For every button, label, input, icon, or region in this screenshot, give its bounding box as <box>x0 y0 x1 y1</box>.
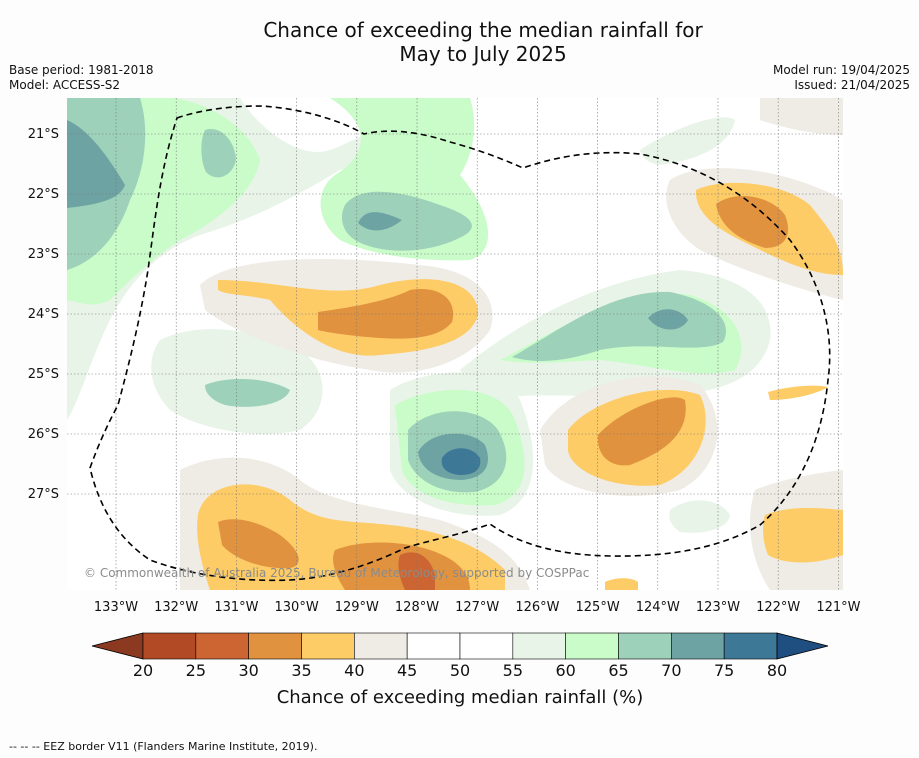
latitude-label: 25°S <box>28 367 59 382</box>
longitude-label: 121°W <box>816 600 860 615</box>
longitude-label: 125°W <box>576 600 620 615</box>
colorbar-swatch <box>565 632 619 660</box>
contour-40-southeast <box>763 507 843 563</box>
base-period: Base period: 1981-2018 <box>9 63 154 77</box>
colorbar-tick-label: 35 <box>291 661 311 680</box>
colorbar-swatch <box>248 632 302 660</box>
contour-65-southwest <box>205 378 290 407</box>
model-run: Model run: 19/04/2025 <box>772 63 910 77</box>
contour-40-bottom <box>605 578 638 590</box>
longitude-label: 127°W <box>455 600 499 615</box>
colorbar-tick-label: 55 <box>503 661 523 680</box>
latitude-label: 26°S <box>28 427 59 442</box>
meta-left: Base period: 1981-2018 Model: ACCESS-S2 <box>9 63 154 93</box>
graticule <box>67 98 843 590</box>
contour-55-southeast <box>669 500 730 533</box>
colorbar-tick-label: 60 <box>555 661 575 680</box>
colorbar-swatch <box>301 632 355 660</box>
meta-right: Model run: 19/04/2025 Issued: 21/04/2025 <box>773 63 910 93</box>
contour-55-northeast <box>640 117 735 165</box>
longitude-label: 132°W <box>154 600 198 615</box>
contour-35-east <box>597 397 686 466</box>
contour-70-east <box>648 309 688 330</box>
colorbar-label: Chance of exceeding median rainfall (%) <box>277 687 644 708</box>
colorbar-swatch <box>195 632 249 660</box>
longitude-label: 123°W <box>696 600 740 615</box>
colorbar-swatch <box>618 632 672 660</box>
colorbar-tick-label: 65 <box>608 661 628 680</box>
longitude-label: 126°W <box>515 600 559 615</box>
colorbar-over-arrow <box>776 632 829 660</box>
contour-70-west <box>67 120 125 208</box>
eez-legend-note: -- -- -- EEZ border V11 (Flanders Marine… <box>9 740 318 753</box>
colorbar-swatch <box>723 632 778 660</box>
colorbar-swatch <box>406 632 461 660</box>
longitude-label: 129°W <box>335 600 379 615</box>
colorbar-tick-label: 80 <box>767 661 787 680</box>
colorbar-tick-label: 75 <box>714 661 734 680</box>
longitude-label: 133°W <box>94 600 138 615</box>
colorbar-under-arrow <box>91 632 144 660</box>
colorbar: 20 25 30 35 40 45 50 55 60 65 70 75 80 <box>91 632 829 680</box>
colorbar-swatch <box>354 632 408 660</box>
colorbar-tick-label: 30 <box>238 661 258 680</box>
contour-65-east <box>512 291 727 361</box>
model-name: Model: ACCESS-S2 <box>9 78 121 92</box>
latitude-labels: 21°S 22°S 23°S 24°S 25°S 26°S 27°S <box>28 127 59 502</box>
colorbar-tick-label: 25 <box>186 661 206 680</box>
contour-45-topright <box>760 98 843 135</box>
map-title: Chance of exceeding the median rainfall … <box>0 18 919 66</box>
colorbar-tick-label: 20 <box>133 661 153 680</box>
colorbar-swatch <box>512 632 566 660</box>
rainfall-contours <box>67 98 843 590</box>
colorbar-swatch <box>142 632 197 660</box>
issued-date: Issued: 21/04/2025 <box>794 78 910 92</box>
colorbar-tick-label: 50 <box>450 661 470 680</box>
latitude-label: 24°S <box>28 307 59 322</box>
contour-35-southwest <box>218 519 299 569</box>
map-panel: © Commonwealth of Australia 2025, Bureau… <box>67 98 843 590</box>
contour-65-islet <box>201 129 236 178</box>
colorbar-swatch <box>671 632 725 660</box>
contour-35-northeast <box>716 196 789 248</box>
latitude-label: 27°S <box>28 487 59 502</box>
contour-70-north <box>358 212 402 231</box>
title-line-1: Chance of exceeding the median rainfall … <box>263 18 703 42</box>
colorbar-swatch <box>459 632 514 660</box>
eez-border <box>89 105 831 582</box>
colorbar-tick-label: 45 <box>397 661 417 680</box>
latitude-label: 21°S <box>28 127 59 142</box>
colorbar-tick-label: 70 <box>661 661 681 680</box>
longitude-label: 122°W <box>756 600 800 615</box>
title-line-2: May to July 2025 <box>399 42 567 66</box>
contour-65-north <box>342 191 472 251</box>
latitude-label: 23°S <box>28 247 59 262</box>
longitude-labels: 133°W 132°W 131°W 130°W 129°W 128°W 127°W 126°W… <box>94 600 861 615</box>
longitude-label: 130°W <box>275 600 319 615</box>
copyright-credit: © Commonwealth of Australia 2025, Bureau… <box>84 566 589 580</box>
longitude-label: 124°W <box>636 600 680 615</box>
longitude-label: 131°W <box>214 600 258 615</box>
latitude-label: 22°S <box>28 187 59 202</box>
colorbar-tick-label: 40 <box>344 661 364 680</box>
longitude-label: 128°W <box>395 600 439 615</box>
contour-75-south <box>441 448 481 475</box>
contour-40-east-sliver <box>768 385 828 400</box>
